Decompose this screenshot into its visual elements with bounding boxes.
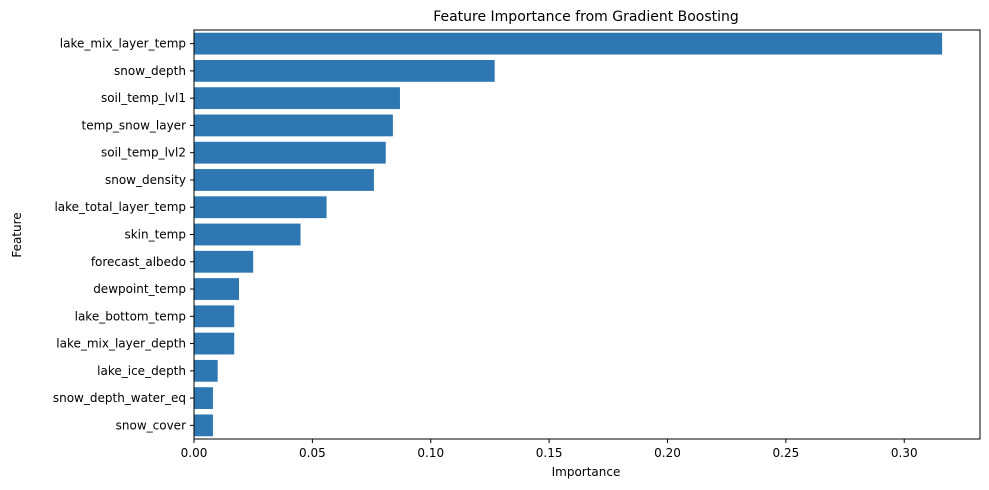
y-tick-label: lake_total_layer_temp [54, 200, 186, 214]
x-axis-label: Importance [552, 465, 621, 479]
y-tick-label: snow_density [105, 173, 186, 187]
y-tick-label: skin_temp [124, 228, 186, 242]
y-axis-ticks: lake_mix_layer_temp snow_depth soil_temp_l… [53, 37, 194, 432]
y-tick-label: temp_snow_layer [81, 118, 186, 132]
bars-group [194, 32, 943, 437]
bar-skin-temp [194, 223, 301, 246]
x-tick-label: 0.20 [654, 446, 681, 460]
bar-dewpoint-temp [194, 278, 239, 300]
y-tick-label: lake_bottom_temp [75, 309, 186, 323]
y-tick-label: lake_ice_depth [97, 364, 186, 378]
y-tick-label: snow_depth [114, 64, 186, 78]
bar-snow-depth-water-eq [194, 387, 213, 410]
bar-soil-temp-lvl2 [194, 141, 386, 164]
y-tick-label: snow_depth_water_eq [53, 391, 186, 405]
bar-lake-mix-layer-temp [194, 32, 943, 55]
x-tick-label: 0.00 [181, 446, 208, 460]
y-tick-label: lake_mix_layer_temp [60, 37, 186, 51]
bar-soil-temp-lvl1 [194, 87, 400, 110]
bar-lake-total-layer-temp [194, 196, 327, 219]
bar-snow-depth [194, 59, 495, 82]
x-tick-label: 0.25 [773, 446, 800, 460]
x-tick-label: 0.15 [536, 446, 563, 460]
x-tick-label: 0.05 [299, 446, 326, 460]
y-tick-label: forecast_albedo [91, 255, 186, 269]
bar-forecast-albedo [194, 250, 254, 273]
y-tick-label: dewpoint_temp [93, 282, 186, 296]
y-tick-label: soil_temp_lvl1 [101, 91, 186, 105]
bar-snow-cover [194, 414, 213, 437]
plot-frame [193, 29, 981, 440]
x-axis-ticks: 0.00 0.05 0.10 0.15 0.20 0.25 0.30 [181, 439, 918, 460]
y-tick-label: lake_mix_layer_depth [56, 337, 186, 351]
bar-lake-ice-depth [194, 359, 218, 382]
bar-lake-bottom-temp [194, 305, 235, 328]
y-tick-label: soil_temp_lvl2 [101, 146, 186, 160]
bar-snow-density [194, 169, 374, 191]
bar-lake-mix-layer-depth [194, 332, 235, 355]
bar-temp-snow-layer [194, 114, 393, 137]
chart-title: Feature Importance from Gradient Boostin… [433, 9, 739, 25]
x-tick-label: 0.10 [417, 446, 444, 460]
y-axis-label: Feature [10, 212, 24, 257]
y-tick-label: snow_cover [116, 418, 186, 432]
x-tick-label: 0.30 [891, 446, 918, 460]
